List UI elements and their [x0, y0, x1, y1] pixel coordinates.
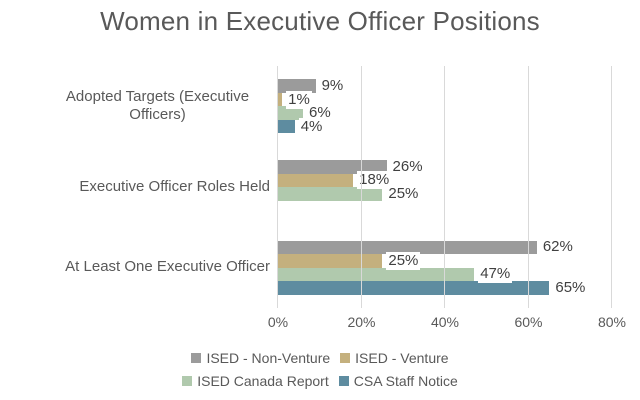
legend-swatch — [191, 352, 202, 363]
bar-ised-venture — [278, 92, 283, 107]
legend-item: CSA Staff Notice — [338, 372, 458, 389]
gridline — [611, 66, 612, 308]
bar-ised-venture — [278, 173, 354, 187]
legend-swatch — [338, 375, 349, 386]
gridline — [277, 66, 278, 308]
category-axis: Adopted Targets (Executive Officers) Exec… — [8, 66, 270, 308]
data-label: 26% — [390, 157, 425, 176]
data-label: 4% — [298, 117, 325, 136]
category-label: At Least One Executive Officer — [8, 227, 270, 308]
x-tick-label: 80% — [597, 314, 627, 330]
category-label: Executive Officer Roles Held — [8, 147, 270, 228]
legend-row: ISED Canada Report CSA Staff Notice — [0, 369, 640, 392]
legend-label: ISED - Venture — [355, 349, 449, 366]
data-label: 25% — [386, 184, 421, 203]
category-label-text: Adopted Targets (Executive Officers) — [65, 87, 250, 124]
bar-csa-staff-notice — [278, 281, 550, 295]
legend-row: ISED - Non-Venture ISED - Venture — [0, 346, 640, 369]
data-label: 9% — [319, 77, 346, 96]
legend: ISED - Non-Venture ISED - Venture ISED Can… — [0, 346, 640, 392]
gridline — [360, 66, 362, 308]
data-labels-layer: 9% 1% 6% 4% 26% 18% 25% 62% 25% 47% 65% — [278, 66, 612, 308]
legend-swatch — [182, 375, 193, 386]
bar-csa-staff-notice — [278, 119, 295, 134]
plot-area: 9% 1% 6% 4% 26% 18% 25% 62% 25% 47% 65% — [277, 66, 612, 308]
data-label: 62% — [540, 238, 575, 257]
x-tick-label: 40% — [430, 314, 460, 330]
category-label: Adopted Targets (Executive Officers) — [8, 66, 270, 147]
gridline — [444, 66, 445, 308]
bars-layer — [278, 66, 612, 308]
data-label: 25% — [386, 251, 421, 270]
data-label: 18% — [357, 171, 392, 190]
legend-swatch — [340, 352, 351, 363]
legend-item: ISED - Venture — [340, 349, 449, 366]
bar-ised-canada-report — [278, 187, 383, 201]
data-label: 65% — [553, 278, 588, 297]
legend-item: ISED - Non-Venture — [191, 350, 330, 366]
bar-ised-canada-report — [278, 106, 304, 120]
bar-ised-non-venture — [278, 240, 537, 255]
chart-title: Women in Executive Officer Positions — [100, 6, 540, 36]
x-axis: 0% 20% 40% 60% 80% — [268, 314, 626, 332]
data-label: 47% — [478, 265, 513, 284]
bar-ised-non-venture — [278, 160, 387, 174]
data-label: 1% — [286, 90, 312, 109]
legend-label: ISED Canada Report — [197, 372, 329, 389]
bar-ised-non-venture — [278, 79, 316, 93]
bar-ised-canada-report — [278, 267, 475, 282]
x-tick-label: 0% — [267, 314, 289, 330]
bar-ised-venture — [278, 254, 383, 268]
category-label-text: At Least One Executive Officer — [65, 258, 270, 276]
legend-item: ISED Canada Report — [182, 373, 329, 389]
x-tick-label: 20% — [347, 314, 376, 330]
x-tick-label: 60% — [514, 314, 543, 330]
legend-label: CSA Staff Notice — [353, 372, 458, 389]
category-label-text: Executive Officer Roles Held — [79, 177, 270, 195]
gridline — [527, 66, 529, 308]
legend-label: ISED - Non-Venture — [206, 349, 331, 366]
